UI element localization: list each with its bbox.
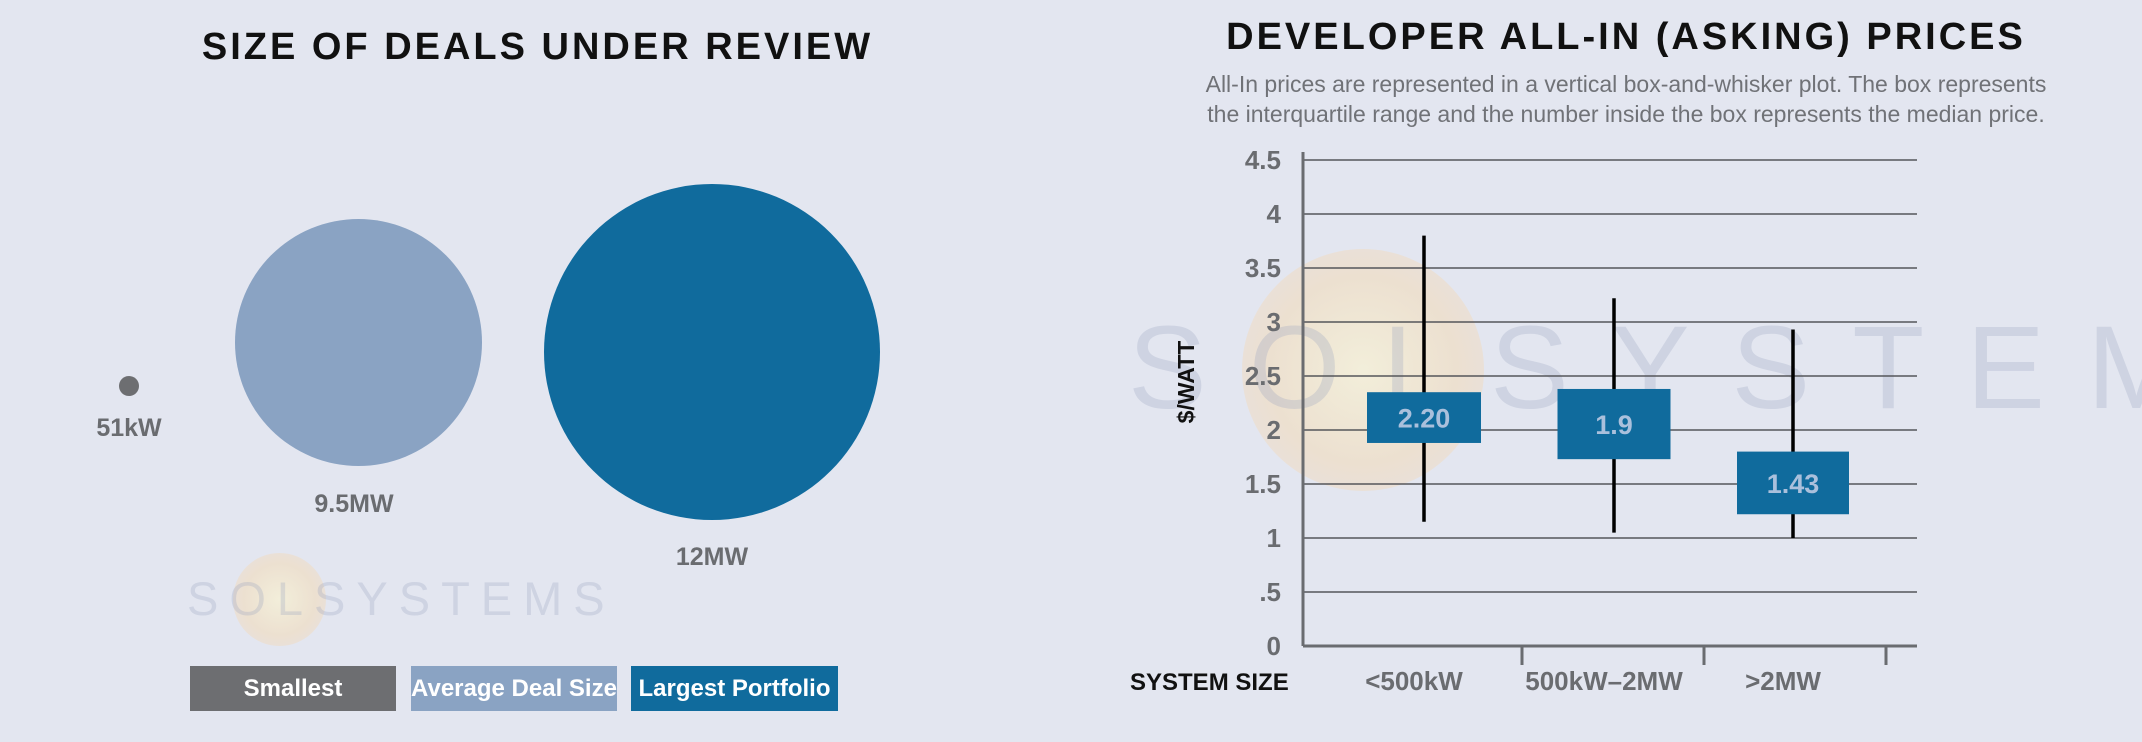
y-tick-label: 4	[1267, 199, 1282, 229]
x-axis-title: SYSTEM SIZE	[1130, 669, 1289, 696]
y-tick-label: 1.5	[1245, 469, 1281, 499]
bubble-largest	[544, 184, 880, 520]
bubble-label-average: 9.5MW	[314, 490, 394, 518]
y-tick-label: 2	[1267, 415, 1281, 445]
y-tick-label: 3	[1267, 307, 1281, 337]
x-tick-label: >2MW	[1745, 666, 1821, 696]
bubble-smallest	[119, 376, 139, 396]
legend-largest: Largest Portfolio	[631, 666, 838, 711]
median-label: 1.9	[1595, 410, 1633, 440]
prices-subtitle: All-In prices are represented in a verti…	[1110, 69, 2142, 129]
prices-subtitle-line-1: All-In prices are represented in a verti…	[1205, 71, 2047, 97]
iqr-box	[1737, 451, 1849, 515]
iqr-box	[1557, 388, 1671, 460]
deal-size-title: SIZE OF DEALS UNDER REVIEW	[201, 26, 874, 68]
box-plot-chart: 0 .5 1 1.5 2 2.5 3 3.5 4 4.5 $/WATT SYSTEM SIZE 2.20…	[1130, 145, 1917, 696]
x-tick-label: <500kW	[1365, 666, 1463, 696]
bubble-label-smallest: 51kW	[96, 414, 162, 442]
legend-smallest: Smallest	[190, 666, 396, 711]
watermark-sun	[1242, 249, 1484, 491]
y-tick-label: 4.5	[1245, 145, 1281, 175]
prices-title: DEVELOPER ALL-IN (ASKING) PRICES	[1226, 16, 2026, 58]
x-tick-label: 500kW–2MW	[1525, 666, 1683, 696]
y-tick-label: 0	[1267, 631, 1281, 661]
bubble-label-largest: 12MW	[675, 543, 749, 571]
y-tick-label: 1	[1267, 523, 1281, 553]
prices-subtitle-line-2: the interquartile range and the number i…	[1207, 101, 2045, 127]
watermark-sun	[233, 553, 326, 646]
y-tick-label: 2.5	[1245, 361, 1281, 391]
bubble-average	[235, 219, 482, 466]
deal-size-panel: SIZE OF DEALS UNDER REVIEW SOLSYSTEMS 51…	[96, 26, 880, 711]
y-tick-label: .5	[1259, 577, 1281, 607]
y-tick-label: 3.5	[1245, 253, 1281, 283]
legend-average: Average Deal Size	[411, 666, 617, 711]
iqr-box	[1367, 392, 1481, 443]
prices-panel: DEVELOPER ALL-IN (ASKING) PRICES All-In …	[1110, 0, 2142, 742]
watermark-text: SOLSYSTEMS	[187, 572, 616, 625]
median-label: 2.20	[1398, 404, 1451, 434]
y-axis-title: $/WATT	[1173, 341, 1199, 424]
median-label: 1.43	[1767, 469, 1820, 499]
